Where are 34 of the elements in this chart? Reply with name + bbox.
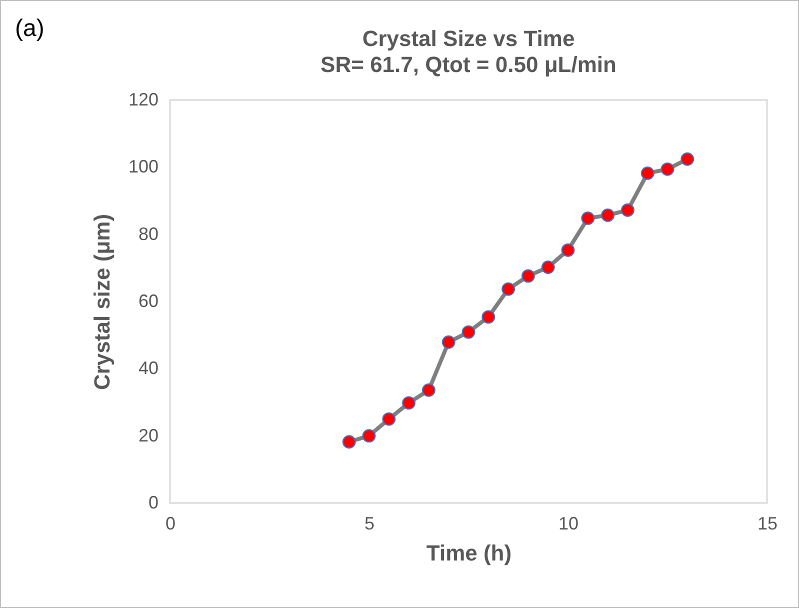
point bbox=[482, 310, 496, 324]
text: (a) bbox=[15, 15, 44, 43]
y-tick-label: 0 bbox=[148, 492, 158, 512]
point bbox=[362, 429, 376, 443]
chart-title: Crystal Size vs Time bbox=[362, 26, 575, 51]
x-tick-label: 15 bbox=[757, 514, 778, 534]
chart-subtitle: SR= 61.7, Qtot = 0.50 μL/min bbox=[320, 52, 616, 77]
y-tick-label: 40 bbox=[138, 358, 158, 378]
point bbox=[382, 412, 396, 426]
x-tick-label: 0 bbox=[165, 514, 176, 534]
point bbox=[402, 396, 416, 410]
x-tick-label: 10 bbox=[558, 514, 579, 534]
y-tick-label: 20 bbox=[138, 425, 158, 446]
point bbox=[680, 152, 694, 166]
point bbox=[541, 260, 555, 274]
y-tick-label: 60 bbox=[138, 291, 158, 311]
point bbox=[660, 162, 674, 176]
y-tick-label: 100 bbox=[128, 156, 158, 177]
point bbox=[620, 203, 634, 217]
y-tick-label: 120 bbox=[128, 90, 158, 110]
point bbox=[502, 282, 516, 296]
point bbox=[601, 208, 615, 222]
x-tick-label: 5 bbox=[364, 514, 375, 534]
point bbox=[640, 166, 654, 180]
x-axis-title: Time (h) bbox=[426, 540, 512, 566]
point bbox=[422, 383, 436, 397]
point bbox=[581, 212, 595, 225]
point bbox=[462, 325, 476, 339]
y-axis-title: Crystal size (μm) bbox=[89, 214, 114, 390]
point bbox=[342, 435, 356, 449]
point bbox=[561, 243, 575, 257]
point bbox=[521, 269, 535, 283]
point bbox=[442, 335, 456, 349]
y-tick-label: 80 bbox=[138, 224, 158, 244]
